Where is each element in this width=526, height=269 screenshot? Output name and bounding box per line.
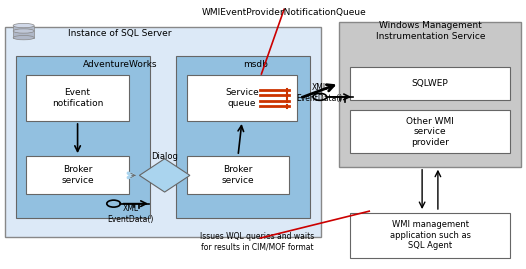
Text: WMI management
application such as
SQL Agent: WMI management application such as SQL A… xyxy=(390,221,470,250)
Ellipse shape xyxy=(13,23,34,28)
Text: Instance of SQL Server: Instance of SQL Server xyxy=(68,29,172,38)
Bar xyxy=(13,26,34,38)
Text: Other WMI
service
provider: Other WMI service provider xyxy=(406,117,454,147)
Bar xyxy=(16,56,150,218)
Bar xyxy=(26,75,129,121)
Bar xyxy=(176,56,310,218)
Bar xyxy=(187,75,297,121)
Text: SQLWEP: SQLWEP xyxy=(412,79,448,88)
Text: Broker
service: Broker service xyxy=(221,165,255,185)
Bar xyxy=(350,213,510,258)
Ellipse shape xyxy=(13,29,34,33)
Bar xyxy=(187,156,289,194)
Text: WMIEventProviderNotificationQueue: WMIEventProviderNotificationQueue xyxy=(201,8,367,17)
Text: Service
queue: Service queue xyxy=(225,89,259,108)
Text: Issues WQL queries and waits
for results in CIM/MOF format: Issues WQL queries and waits for results… xyxy=(200,232,314,252)
Text: msdb: msdb xyxy=(243,59,268,69)
Bar xyxy=(350,110,510,153)
Text: Event
notification: Event notification xyxy=(52,89,103,108)
Text: Dialog: Dialog xyxy=(151,152,178,161)
Text: Windows Management
Instrumentation Service: Windows Management Instrumentation Servi… xyxy=(376,21,485,41)
Text: Broker
service: Broker service xyxy=(61,165,94,185)
Bar xyxy=(26,156,129,194)
Text: XML
EventData(): XML EventData() xyxy=(297,83,343,102)
Bar xyxy=(339,22,521,167)
Bar xyxy=(350,67,510,100)
Ellipse shape xyxy=(13,36,34,40)
Bar xyxy=(5,27,321,237)
Text: XML
EventData(): XML EventData() xyxy=(107,204,154,224)
Polygon shape xyxy=(139,159,190,192)
Text: AdventureWorks: AdventureWorks xyxy=(83,59,157,69)
